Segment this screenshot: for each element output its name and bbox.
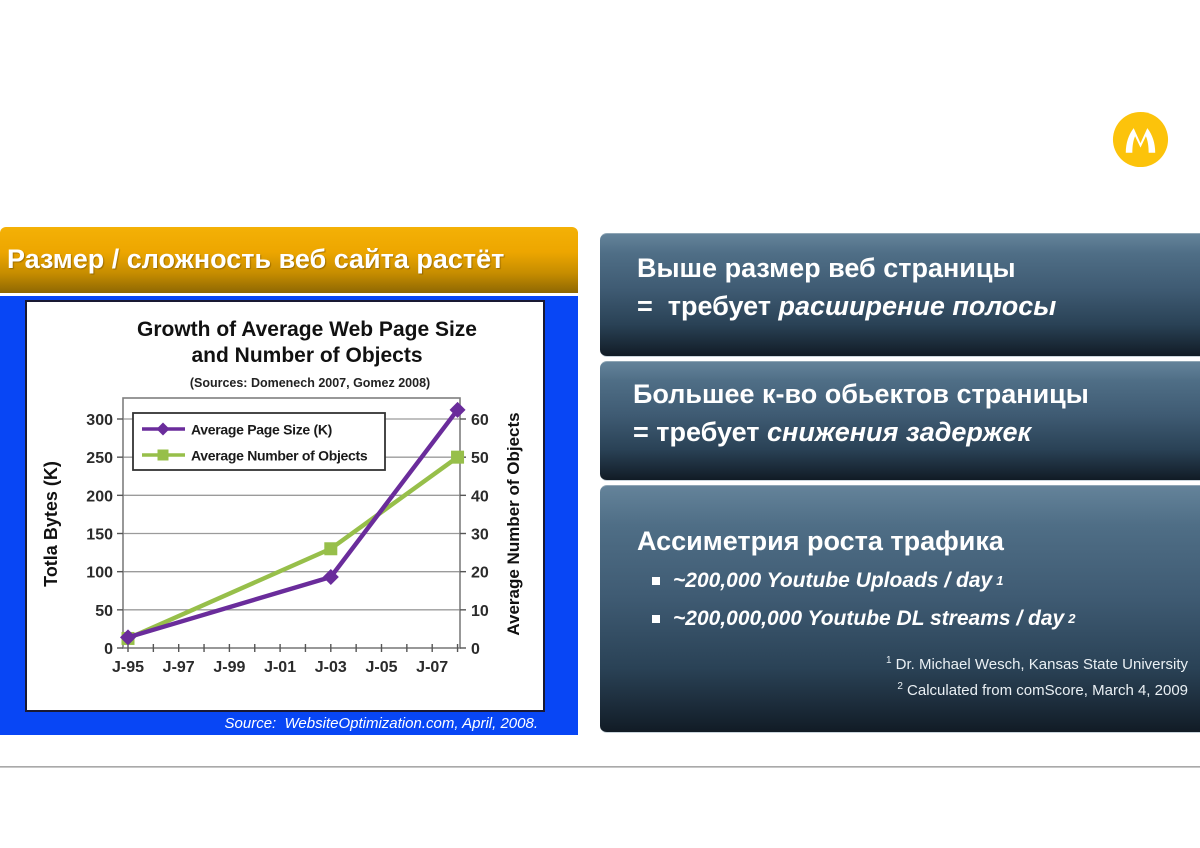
marker-diamond bbox=[449, 401, 466, 418]
chart-source-caption: Source: WebsiteOptimization.com, April, … bbox=[224, 715, 538, 732]
bullet-square-icon bbox=[652, 614, 660, 623]
left-tick-label: 250 bbox=[86, 450, 113, 467]
marker-square bbox=[157, 449, 169, 461]
x-tick-label: J-95 bbox=[112, 659, 144, 676]
bullet-text: ~200,000,000 Youtube DL streams / day bbox=[673, 607, 1065, 630]
series-line bbox=[125, 454, 460, 641]
footnotes: 1 Dr. Michael Wesch, Kansas State Univer… bbox=[637, 650, 1200, 702]
bullet-sup: 2 bbox=[1068, 611, 1076, 626]
box1-line1: Выше размер веб страницы bbox=[637, 253, 1016, 283]
info-line-2: = требует снижения задержек bbox=[633, 413, 1200, 451]
traffic-heading: Ассиметрия роста трафика bbox=[637, 526, 1004, 556]
box1-line2-prefix: = требует bbox=[637, 291, 779, 321]
x-tick-label: J-99 bbox=[213, 659, 245, 676]
left-tick-label: 50 bbox=[95, 603, 113, 620]
chart-title: and Number of Objects bbox=[191, 344, 422, 367]
bullet-sup: 1 bbox=[996, 573, 1004, 588]
info-box-objects: Большее к-во обьектов страницы = требует… bbox=[600, 361, 1200, 481]
bullet-square-icon bbox=[652, 576, 660, 585]
bottom-divider bbox=[0, 766, 1200, 768]
footnote-sup: 2 bbox=[897, 681, 903, 692]
info-column: Выше размер веб страницы = требует расши… bbox=[600, 233, 1200, 737]
footnote-1: 1 Dr. Michael Wesch, Kansas State Univer… bbox=[637, 650, 1188, 676]
chart-subtitle: (Sources: Domenech 2007, Gomez 2008) bbox=[190, 376, 430, 390]
info-line-1: Выше размер веб страницы bbox=[637, 249, 1200, 287]
marker-diamond bbox=[120, 629, 136, 646]
box1-line2-italic: расширение полосы bbox=[778, 291, 1057, 321]
chart-panel: Growth of Average Web Page Size and Numbe… bbox=[0, 296, 578, 735]
motorola-logo bbox=[1112, 111, 1169, 168]
web-page-growth-chart: Growth of Average Web Page Size and Numbe… bbox=[41, 318, 523, 676]
bullet-youtube-uploads: ~200,000 Youtube Uploads / day 1 bbox=[652, 565, 1200, 596]
logo-circle bbox=[1112, 111, 1169, 168]
motorola-m-glyph bbox=[1125, 128, 1156, 153]
left-tick-label: 100 bbox=[86, 565, 113, 582]
marker-square bbox=[451, 450, 465, 464]
bullet-text: ~200,000 Youtube Uploads / day bbox=[673, 569, 993, 592]
box2-line1: Большее к-во обьектов страницы bbox=[633, 379, 1089, 409]
footnote-sup: 1 bbox=[885, 655, 892, 666]
motorola-logo-svg bbox=[1112, 111, 1169, 168]
legend-label: Average Page Size (K) bbox=[191, 422, 332, 438]
x-tick-label: J-05 bbox=[365, 659, 397, 676]
left-tick-label: 150 bbox=[86, 527, 113, 544]
footnote-text: Dr. Michael Wesch, Kansas State Universi… bbox=[891, 656, 1188, 673]
chart-title: Growth of Average Web Page Size bbox=[137, 318, 477, 341]
right-tick-label: 20 bbox=[471, 565, 489, 582]
left-tick-label: 0 bbox=[104, 641, 113, 658]
bullet-youtube-streams: ~200,000,000 Youtube DL streams / day 2 bbox=[652, 603, 1200, 634]
box2-line2-italic: снижения задержек bbox=[767, 417, 1032, 447]
x-tick-label: J-97 bbox=[163, 659, 195, 676]
marker-diamond bbox=[156, 422, 170, 436]
right-axis-title: Average Number of Objects bbox=[504, 412, 523, 635]
right-tick-label: 60 bbox=[471, 412, 489, 429]
right-tick-label: 40 bbox=[471, 488, 489, 505]
chart-box: Growth of Average Web Page Size and Numbe… bbox=[25, 300, 545, 712]
x-tick-label: J-03 bbox=[315, 659, 347, 676]
x-tick-label: J-07 bbox=[416, 659, 448, 676]
info-line-2: = требует расширение полосы bbox=[637, 287, 1200, 325]
right-tick-label: 0 bbox=[471, 641, 480, 658]
info-box-page-size: Выше размер веб страницы = требует расши… bbox=[600, 233, 1200, 357]
marker-diamond bbox=[322, 569, 339, 586]
info-line-1: Большее к-во обьектов страницы bbox=[633, 375, 1200, 413]
box2-line2-prefix: = требует bbox=[633, 417, 768, 447]
right-tick-label: 10 bbox=[471, 603, 489, 620]
slide-title: Размер / сложность веб сайта растёт bbox=[7, 244, 505, 274]
legend-label: Average Number of Objects bbox=[191, 448, 368, 464]
info-box-traffic: Ассиметрия роста трафика ~200,000 Youtub… bbox=[600, 485, 1200, 733]
legend-box bbox=[132, 412, 386, 471]
right-tick-label: 30 bbox=[471, 527, 489, 544]
footnote-2: 2 Calculated from comScore, March 4, 200… bbox=[637, 676, 1188, 702]
footnote-text: Calculated from comScore, March 4, 2009 bbox=[902, 682, 1188, 699]
x-tick-label: J-01 bbox=[264, 659, 296, 676]
left-tick-label: 300 bbox=[86, 412, 113, 429]
left-tick-label: 200 bbox=[86, 488, 113, 505]
left-axis-title: Totla Bytes (K) bbox=[41, 461, 61, 587]
slide-title-bar: Размер / сложность веб сайта растёт bbox=[0, 227, 578, 293]
right-tick-label: 50 bbox=[471, 450, 489, 467]
marker-square bbox=[324, 542, 338, 556]
plot-border bbox=[122, 397, 461, 649]
